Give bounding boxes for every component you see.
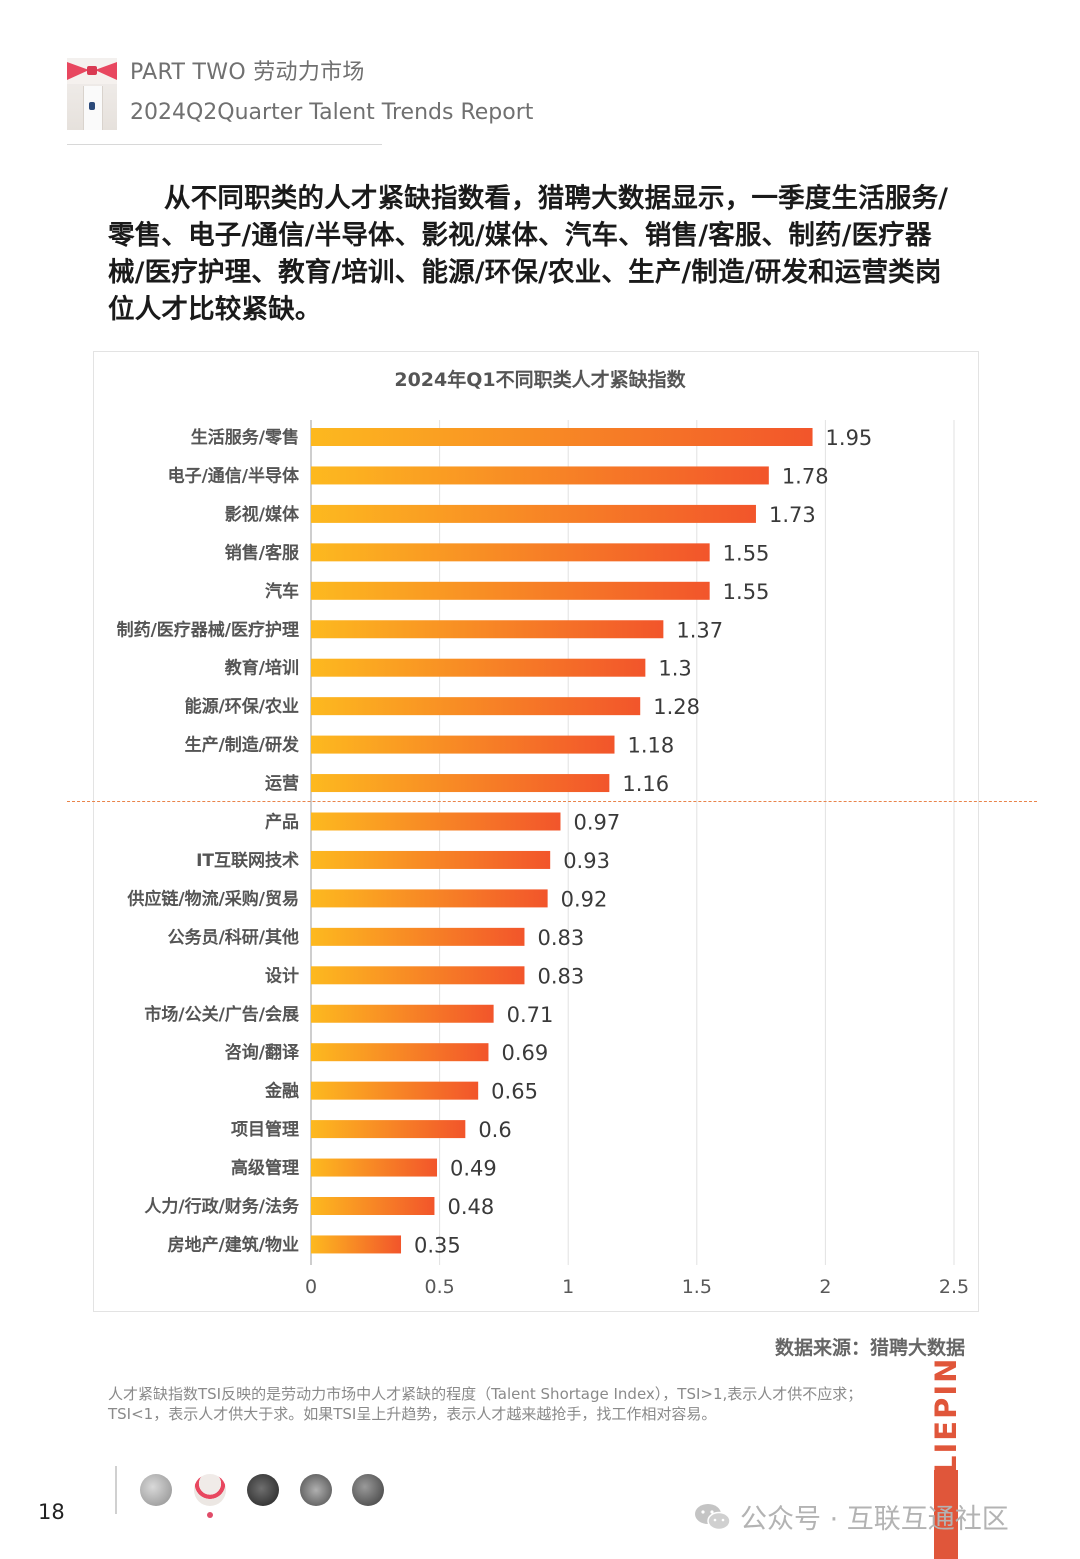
header-divider	[67, 144, 382, 145]
nav-thumb-3[interactable]	[247, 1474, 279, 1506]
value-label: 1.16	[622, 772, 669, 796]
value-label: 0.71	[507, 1003, 554, 1027]
value-label: 0.65	[491, 1080, 538, 1104]
value-label: 1.55	[723, 580, 770, 604]
footer-divider	[115, 1466, 117, 1514]
bar	[311, 1081, 479, 1100]
value-label: 1.37	[676, 618, 723, 642]
watermark-text: 公众号 · 互联互通社区	[740, 1504, 1009, 1535]
nav-thumb-2[interactable]	[194, 1474, 226, 1506]
category-label: 高级管理	[231, 1158, 299, 1179]
value-label: 1.28	[653, 695, 700, 719]
category-label: 设计	[265, 965, 299, 986]
category-label: 教育/培训	[224, 658, 299, 679]
x-tick-label: 2	[819, 1276, 831, 1298]
category-label: 运营	[265, 773, 299, 794]
bar	[311, 1158, 438, 1177]
nav-thumb-5[interactable]	[352, 1474, 384, 1506]
bow-tie-icon	[67, 60, 117, 84]
bar	[311, 1197, 435, 1215]
header-report-title: 2024Q2Quarter Talent Trends Report	[130, 100, 534, 125]
nav-thumb-4[interactable]	[300, 1474, 332, 1506]
category-label: 人力/行政/财务/法务	[144, 1196, 300, 1217]
category-label: 影视/媒体	[225, 504, 300, 525]
nav-active-indicator	[207, 1512, 213, 1518]
category-label: 生活服务/零售	[191, 427, 299, 448]
page-number: 18	[38, 1500, 65, 1524]
x-tick-label: 1.5	[682, 1276, 712, 1298]
brand-logo: LIEPIN	[929, 1356, 963, 1474]
value-label: 1.55	[723, 541, 770, 565]
category-label: 销售/客服	[225, 542, 300, 563]
intro-paragraph: 从不同职类的人才紧缺指数看，猎聘大数据显示，一季度生活服务/零售、电子/通信/半…	[108, 183, 949, 325]
x-tick-label: 2.5	[939, 1276, 969, 1298]
chart-frame	[93, 351, 979, 1312]
value-label: 0.48	[447, 1195, 494, 1219]
bar	[311, 774, 610, 793]
bar	[311, 620, 664, 639]
value-label: 0.92	[561, 887, 608, 911]
value-label: 0.69	[501, 1041, 548, 1065]
category-label: 制药/医疗器械/医疗护理	[117, 619, 299, 640]
category-label: 供应链/物流/采购/贸易	[126, 888, 299, 909]
value-label: 1.95	[826, 426, 873, 450]
bar	[311, 543, 710, 562]
bar-chart: 生活服务/零售 1.95 电子/通信/半导体 1.78 影视/媒体 1.73 销售/客服 1.…	[117, 420, 969, 1298]
value-label: 0.93	[563, 849, 610, 873]
category-label: 房地产/建筑/物业	[168, 1234, 299, 1255]
x-tick-label: 0	[305, 1276, 317, 1298]
category-label: 项目管理	[231, 1119, 299, 1140]
value-label: 1.73	[769, 503, 816, 527]
category-label: 生产/制造/研发	[185, 735, 300, 756]
bar	[311, 1043, 489, 1062]
header-section-title: PART TWO 劳动力市场	[130, 60, 365, 85]
value-label: 0.6	[478, 1118, 511, 1142]
category-label: IT互联网技术	[196, 850, 299, 871]
category-label: 汽车	[265, 581, 299, 602]
bar	[311, 850, 551, 869]
category-label: 市场/公关/广告/会展	[144, 1004, 299, 1025]
bar	[311, 504, 756, 523]
footnote: 人才紧缺指数TSI反映的是劳动力市场中人才紧缺的程度（Talent Shorta…	[108, 1385, 863, 1423]
bar	[311, 812, 561, 831]
category-label: 电子/通信/半导体	[168, 465, 300, 486]
nav-thumb-1[interactable]	[140, 1474, 172, 1506]
category-label: 产品	[265, 812, 299, 833]
pin-graphic	[89, 102, 95, 110]
category-label: 金融	[264, 1081, 299, 1102]
value-label: 1.78	[782, 464, 829, 488]
value-label: 1.18	[627, 734, 674, 758]
value-label: 1.3	[658, 657, 691, 681]
bar	[311, 658, 646, 677]
header-thumbnail	[67, 58, 117, 130]
bar	[311, 428, 813, 446]
bar	[311, 581, 710, 600]
bar	[311, 466, 769, 485]
category-label: 公务员/科研/其他	[168, 927, 299, 948]
x-tick-label: 1	[562, 1276, 574, 1298]
bar	[311, 927, 525, 946]
value-label: 0.83	[537, 926, 584, 950]
data-source: 数据来源：猎聘大数据	[774, 1337, 965, 1359]
bar	[311, 889, 548, 908]
bar	[311, 735, 615, 754]
bar	[311, 966, 525, 985]
threshold-dashed-line	[67, 801, 1037, 802]
wechat-watermark: 公众号 · 互联互通社区	[694, 1497, 1009, 1536]
wechat-icon	[695, 1503, 731, 1530]
value-label: 0.49	[450, 1157, 497, 1181]
x-tick-label: 0.5	[424, 1276, 454, 1298]
bar	[311, 697, 641, 716]
category-label: 咨询/翻译	[225, 1042, 300, 1063]
bar	[311, 1235, 402, 1254]
value-label: 0.35	[414, 1233, 461, 1257]
chart-title: 2024年Q1不同职类人才紧缺指数	[394, 369, 686, 391]
category-label: 能源/环保/农业	[185, 696, 299, 717]
value-label: 0.83	[537, 964, 584, 988]
bar	[311, 1004, 494, 1023]
bar	[311, 1120, 466, 1139]
brand-bar	[934, 1470, 958, 1559]
value-label: 0.97	[573, 811, 620, 835]
